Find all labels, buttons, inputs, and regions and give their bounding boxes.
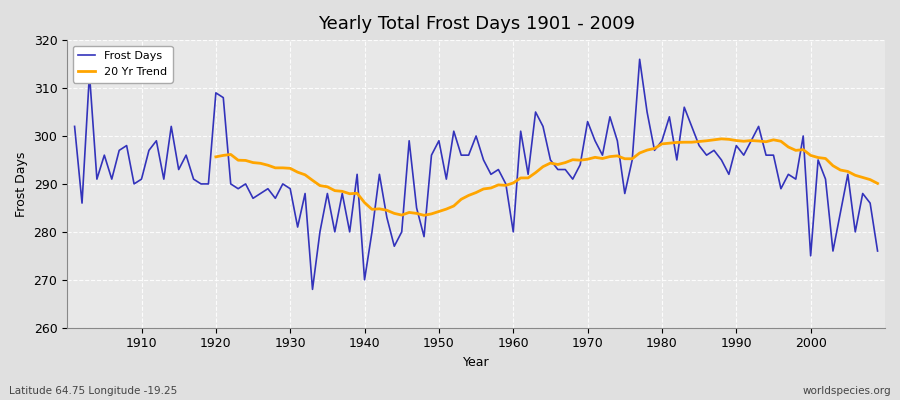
20 Yr Trend — [872, 181, 883, 186]
Frost Days — [345, 230, 356, 234]
20 Yr Trend — [411, 211, 422, 216]
20 Yr Trend — [300, 172, 310, 177]
Line: 20 Yr Trend: 20 Yr Trend — [216, 139, 878, 215]
Frost Days — [69, 124, 80, 129]
Frost Days — [292, 225, 303, 230]
Text: worldspecies.org: worldspecies.org — [803, 386, 891, 396]
20 Yr Trend — [716, 136, 727, 141]
Frost Days — [872, 249, 883, 254]
20 Yr Trend — [679, 140, 689, 145]
Frost Days — [307, 287, 318, 292]
20 Yr Trend — [790, 148, 801, 153]
Frost Days — [516, 129, 526, 134]
Legend: Frost Days, 20 Yr Trend: Frost Days, 20 Yr Trend — [73, 46, 173, 82]
Frost Days — [605, 114, 616, 119]
20 Yr Trend — [211, 154, 221, 159]
Text: Latitude 64.75 Longitude -19.25: Latitude 64.75 Longitude -19.25 — [9, 386, 177, 396]
20 Yr Trend — [418, 213, 429, 218]
20 Yr Trend — [858, 175, 868, 180]
Frost Days — [508, 230, 518, 234]
Title: Yearly Total Frost Days 1901 - 2009: Yearly Total Frost Days 1901 - 2009 — [318, 15, 634, 33]
X-axis label: Year: Year — [463, 356, 490, 369]
Frost Days — [129, 182, 140, 186]
20 Yr Trend — [776, 139, 787, 144]
Frost Days — [634, 57, 645, 62]
Y-axis label: Frost Days: Frost Days — [15, 151, 28, 217]
Line: Frost Days: Frost Days — [75, 59, 878, 289]
